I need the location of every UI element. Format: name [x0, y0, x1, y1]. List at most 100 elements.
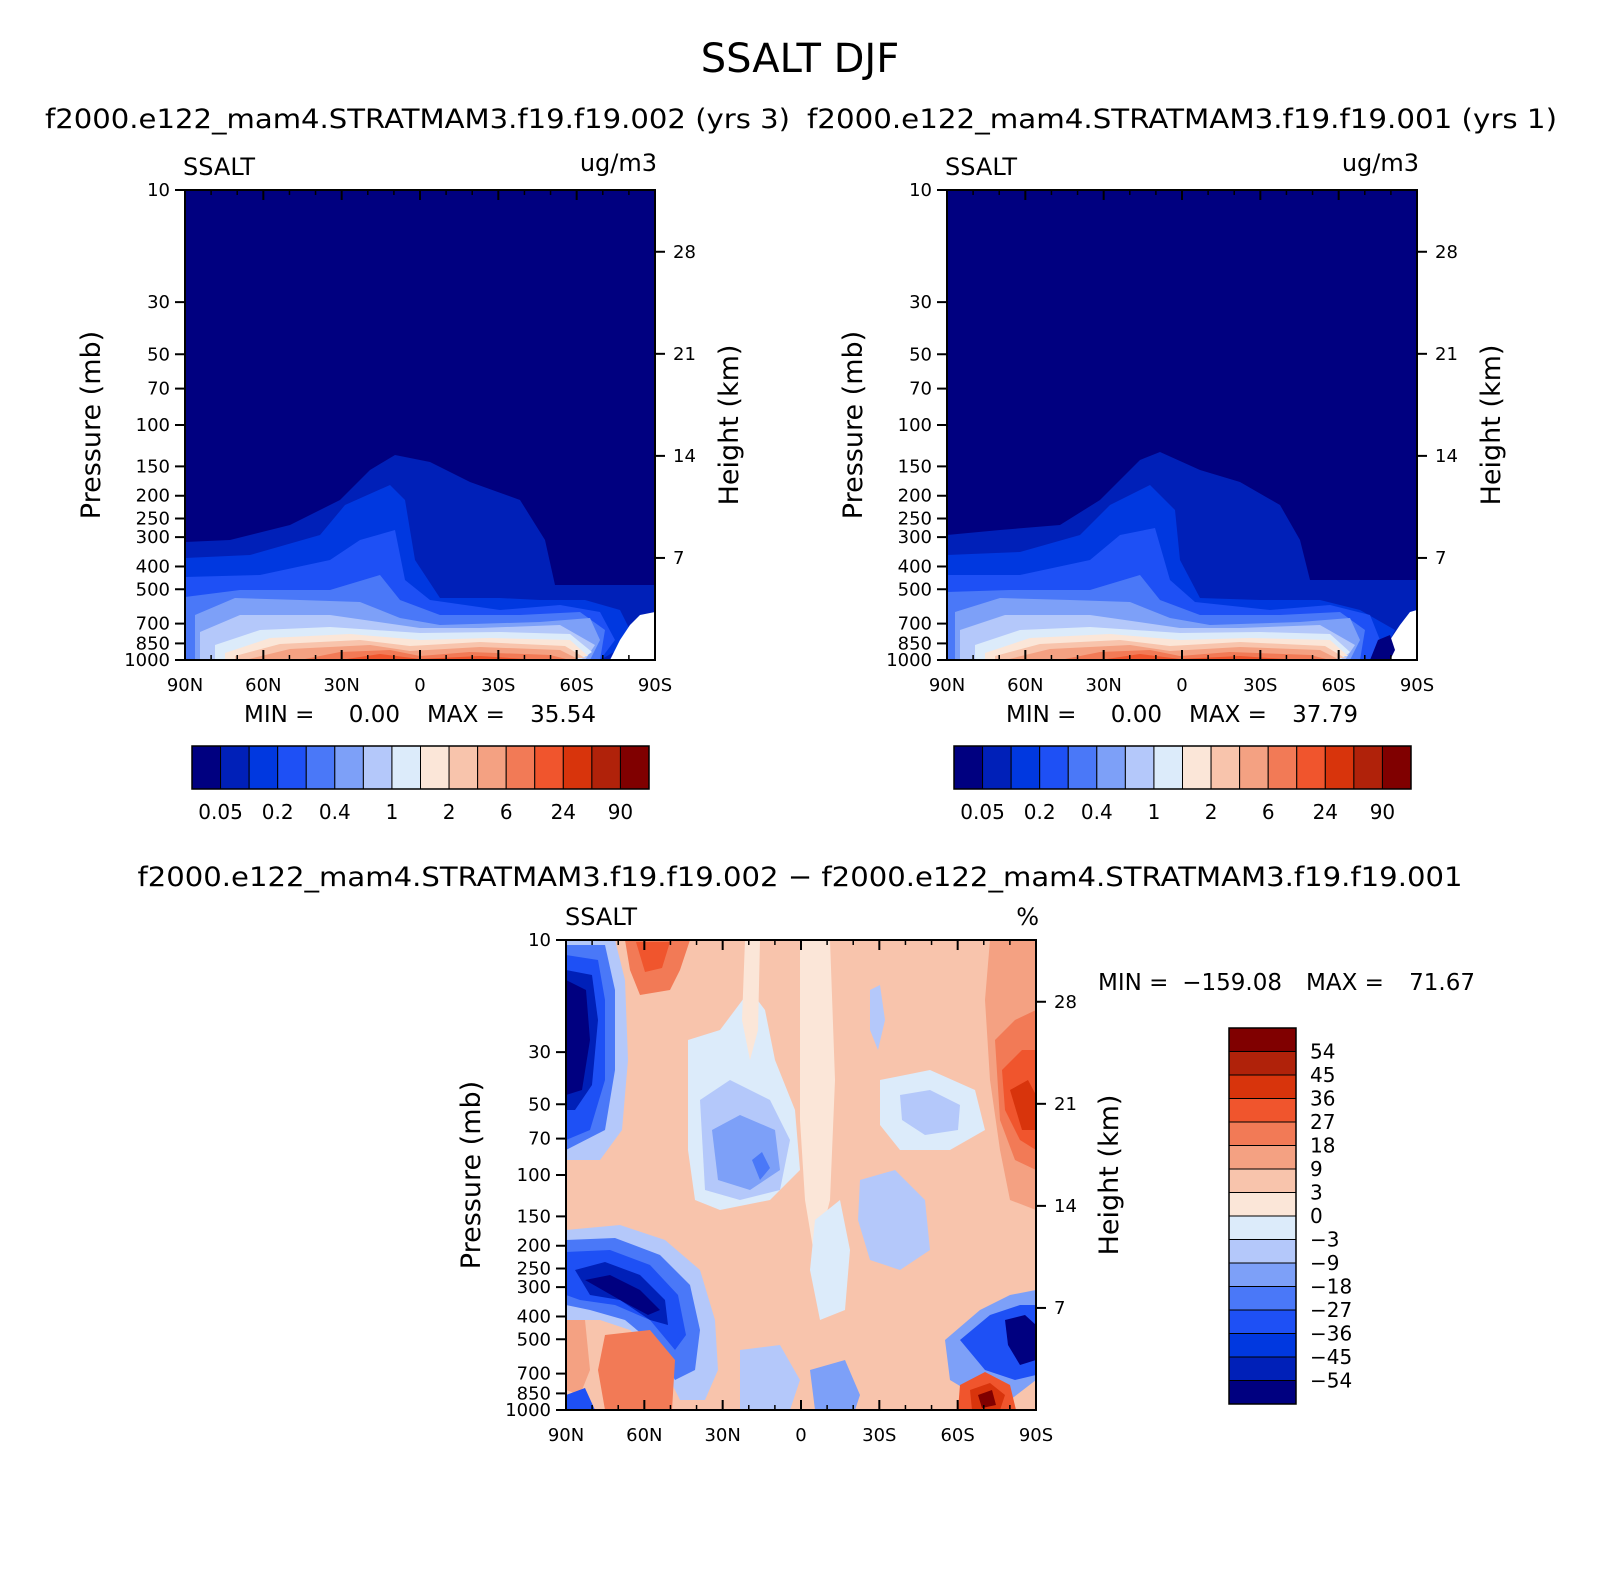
- colorbar-frame: [1228, 1027, 1297, 1405]
- case-title-left: f2000.e122_mam4.STRATMAM3.f19.f19.002 (y…: [45, 104, 790, 135]
- missing-data-region: [610, 612, 655, 660]
- colorbar-swatch: [391, 745, 421, 790]
- colorbar-label: 6: [500, 800, 513, 824]
- max-label: MAX =: [427, 702, 505, 728]
- y-tick-label: 700: [136, 614, 170, 635]
- panel-top-right: SSALT ug/m3 90N 60N 30N 0 30S 60S 90S 10 30 50 70 1…: [838, 149, 1507, 824]
- colorbar-label: 2: [443, 800, 456, 824]
- height-tick-label: 7: [1054, 1298, 1065, 1319]
- y-tick-label: 300: [898, 527, 932, 548]
- contour-field: [566, 940, 1036, 1410]
- height-tick-label: 7: [673, 548, 684, 569]
- colorbar-label: 18: [1310, 1134, 1335, 1158]
- y-tick-label: 1000: [505, 1400, 551, 1421]
- y-tick-label: 200: [136, 486, 170, 507]
- colorbar-swatch: [534, 745, 564, 790]
- colorbar-swatch: [1239, 745, 1269, 790]
- colorbar-label: 54: [1310, 1040, 1335, 1064]
- colorbar-swatch: [448, 745, 479, 790]
- colorbar-label: −45: [1310, 1345, 1352, 1369]
- x-tick-label: 30S: [1243, 675, 1277, 696]
- colorbar-swatch: [1228, 1051, 1297, 1076]
- y-tick-label: 200: [898, 486, 932, 507]
- y-axis-label: Pressure (mb): [456, 1081, 487, 1269]
- x-tick-label: 30S: [862, 1425, 896, 1446]
- x-tick-label: 90N: [167, 675, 203, 696]
- contour-band-neg18c: [810, 1360, 860, 1410]
- colorbar-label: 0.05: [960, 800, 1005, 824]
- x-tick-label: 0: [1176, 675, 1187, 696]
- y-tick-label: 150: [136, 456, 170, 477]
- colorbar-label: 0.4: [1081, 800, 1113, 824]
- y-tick-label: 500: [517, 1329, 551, 1350]
- colorbar-swatch: [420, 745, 450, 790]
- height-tick-label: 21: [1054, 1094, 1077, 1115]
- colorbar-swatch: [277, 745, 307, 790]
- y-tick-label: 50: [528, 1094, 551, 1115]
- y-tick-label: 100: [517, 1165, 551, 1186]
- height-tick-label: 14: [1435, 446, 1458, 467]
- colorbar-swatch: [1096, 745, 1126, 790]
- y-tick-label: 700: [517, 1364, 551, 1385]
- contour-field: [947, 452, 1417, 660]
- y-tick-label: 300: [136, 527, 170, 548]
- contour-band-neg54c: [1005, 1315, 1036, 1365]
- y-tick-label: 30: [528, 1042, 551, 1063]
- colorbar-label: 1: [1148, 800, 1161, 824]
- y-tick-label: 400: [136, 556, 170, 577]
- colorbar-swatch: [982, 745, 1012, 790]
- y-tick-label: 400: [898, 556, 932, 577]
- units-label: ug/m3: [580, 149, 657, 177]
- y-tick-label: 500: [136, 579, 170, 600]
- colorbar-swatch: [1228, 1145, 1297, 1170]
- y-tick-label: 50: [909, 344, 932, 365]
- x-tick-label: 90S: [638, 675, 672, 696]
- y-tick-label: 700: [898, 614, 932, 635]
- page-title: SSALT DJF: [701, 36, 899, 82]
- colorbar-frame: [191, 745, 650, 790]
- colorbar-swatch: [1228, 1380, 1297, 1405]
- panel-difference: SSALT %: [456, 903, 1475, 1446]
- x-tick-label: 60S: [559, 675, 593, 696]
- variable-label: SSALT: [945, 153, 1017, 181]
- colorbar-swatch: [591, 745, 621, 790]
- colorbar-swatch: [1039, 745, 1069, 790]
- x-tick-label: 90S: [1400, 675, 1434, 696]
- colorbar-swatch: [362, 745, 393, 790]
- colorbar-label: 27: [1310, 1110, 1335, 1134]
- case-title-right: f2000.e122_mam4.STRATMAM3.f19.f19.001 (y…: [807, 104, 1557, 135]
- x-tick-label: 90S: [1019, 1425, 1053, 1446]
- colorbar-swatch: [1010, 745, 1041, 790]
- colorbar-swatch: [1210, 745, 1241, 790]
- y-axis-label: Pressure (mb): [838, 331, 869, 519]
- min-value: −159.08: [1182, 970, 1282, 996]
- y-tick-label: 10: [147, 180, 170, 201]
- colorbar-label: 90: [1370, 800, 1395, 824]
- colorbar-swatch: [191, 745, 222, 790]
- contour-band-neg9c: [870, 985, 885, 1050]
- y-tick-label: 70: [909, 379, 932, 400]
- colorbar-swatch: [248, 745, 279, 790]
- colorbar-label: 24: [551, 800, 576, 824]
- colorbar-label: −54: [1310, 1369, 1352, 1393]
- contour-band-neg9d: [858, 1170, 930, 1270]
- y-tick-label: 70: [528, 1129, 551, 1150]
- contour-field: [185, 455, 655, 660]
- max-label: MAX =: [1306, 970, 1384, 996]
- height-tick-label: 7: [1435, 548, 1446, 569]
- y-axis-label: Pressure (mb): [76, 331, 107, 519]
- contour-band-neg9f: [740, 1345, 800, 1410]
- variable-label: SSALT: [565, 903, 637, 931]
- y-tick-label: 10: [528, 930, 551, 951]
- colorbar-swatch: [1182, 745, 1212, 790]
- units-label: %: [1016, 903, 1039, 931]
- height-tick-label: 21: [673, 344, 696, 365]
- height-axis-label: Height (km): [1476, 345, 1507, 506]
- colorbar-swatch: [1228, 1168, 1297, 1193]
- colorbar-label: 0.2: [1024, 800, 1056, 824]
- colorbar-swatch: [619, 745, 650, 790]
- contour-band-pos0: [742, 940, 760, 1060]
- min-label: MIN =: [244, 702, 314, 728]
